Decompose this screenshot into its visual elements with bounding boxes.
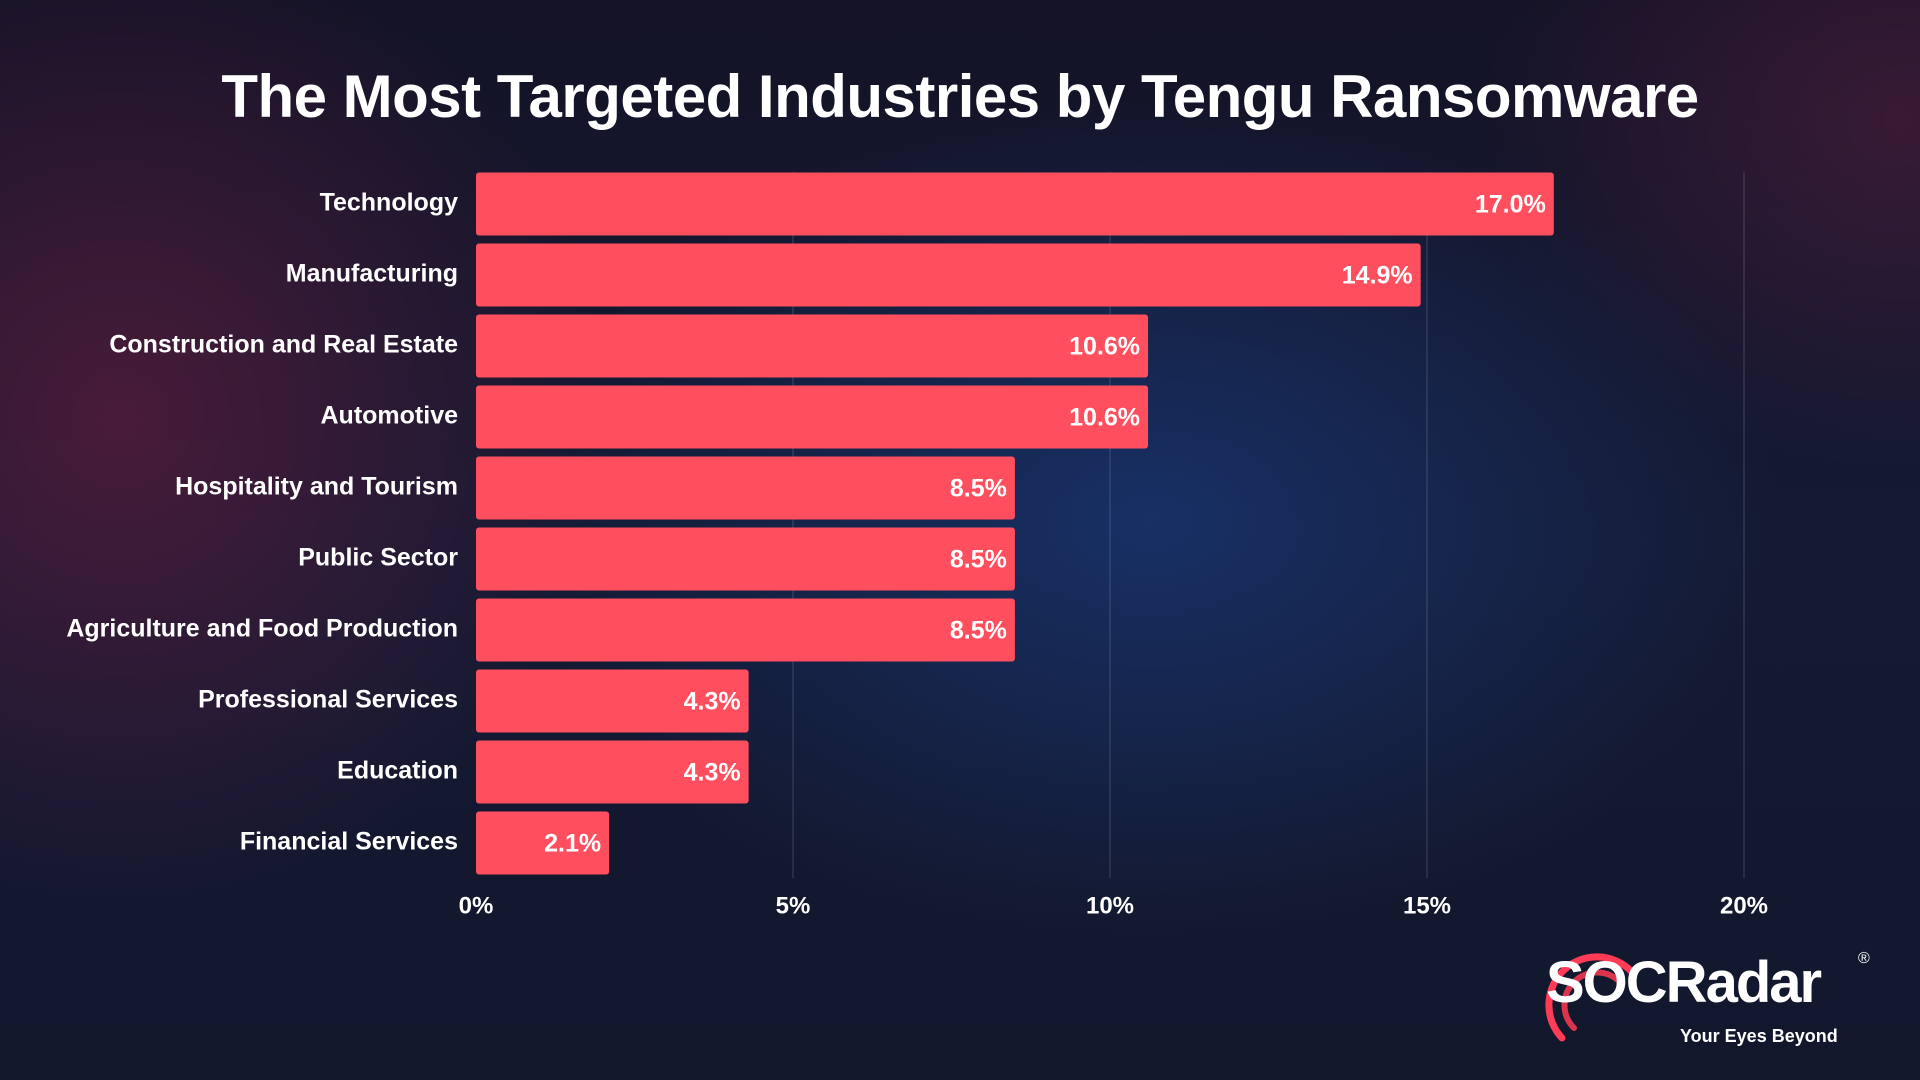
category-label: Construction and Real Estate (109, 331, 458, 359)
x-axis-ticks: 0% 5% 10% 15% 20% (459, 892, 1768, 919)
bar-value-label: 8.5% (950, 617, 1007, 645)
socradar-logo: SOCRadar ® Your Eyes Beyond (1540, 950, 1880, 1050)
bar (476, 172, 1554, 236)
bar (476, 669, 749, 733)
bar-value-label: 8.5% (950, 475, 1007, 503)
category-label: Manufacturing (286, 260, 458, 288)
bar-value-label: 2.1% (544, 830, 601, 858)
category-label: Professional Services (198, 686, 458, 714)
bar (476, 243, 1421, 307)
x-tick-label: 10% (1086, 892, 1134, 919)
logo-wordmark: SOCRadar (1546, 950, 1822, 1015)
x-tick-label: 5% (776, 892, 811, 919)
radar-rings-icon (1545, 953, 1636, 1042)
bar-value-label: 4.3% (684, 759, 741, 787)
bar-value-label: 17.0% (1475, 191, 1546, 219)
bars: 17.0% 14.9% 10.6% 10.6% 8.5% 8.5% 8.5% 4.3% 4.3%… (476, 172, 1554, 875)
x-tick-label: 20% (1720, 892, 1768, 919)
bar-value-label: 10.6% (1069, 404, 1140, 432)
bar (476, 527, 1015, 591)
bar-value-label: 10.6% (1069, 333, 1140, 361)
bar (476, 314, 1149, 378)
category-label: Financial Services (240, 828, 458, 856)
bar (476, 598, 1015, 662)
bar-value-label: 14.9% (1342, 262, 1413, 290)
bar-value-label: 8.5% (950, 546, 1007, 574)
bar-value-label: 4.3% (684, 688, 741, 716)
category-label: Hospitality and Tourism (175, 473, 458, 501)
category-label: Education (337, 757, 458, 785)
bar (476, 456, 1015, 520)
x-tick-label: 15% (1403, 892, 1451, 919)
bar (476, 385, 1149, 449)
bar (476, 740, 749, 804)
x-tick-label: 0% (459, 892, 494, 919)
category-labels: Technology Manufacturing Construction and … (66, 189, 458, 856)
category-label: Technology (320, 189, 459, 217)
chart-title: The Most Targeted Industries by Tengu Ra… (221, 63, 1699, 130)
category-label: Public Sector (298, 544, 458, 572)
bar (476, 811, 610, 875)
logo-tagline: Your Eyes Beyond (1680, 1026, 1838, 1046)
registered-mark: ® (1858, 950, 1870, 967)
category-label: Automotive (321, 402, 459, 430)
category-label: Agriculture and Food Production (66, 615, 458, 643)
